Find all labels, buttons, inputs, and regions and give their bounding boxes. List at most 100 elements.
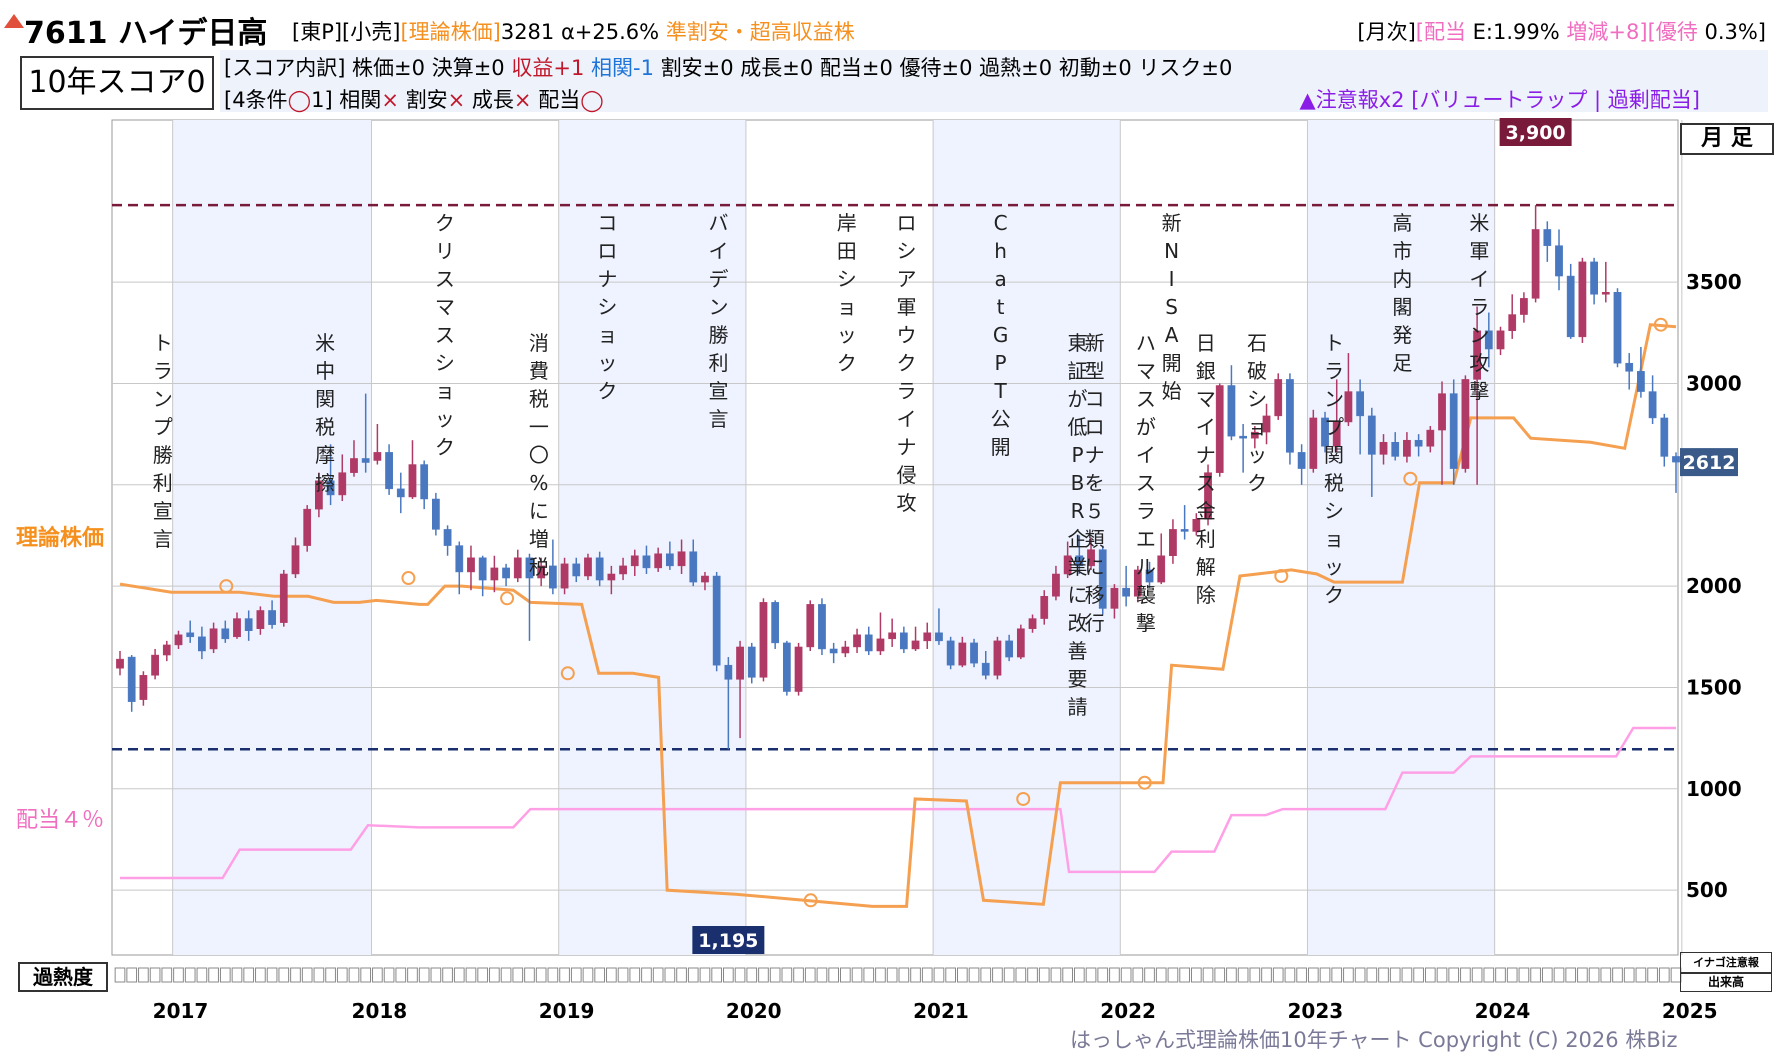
heat-cell [687, 967, 699, 983]
candle-body [1414, 439, 1423, 447]
event-char: N [1164, 239, 1179, 263]
heat-cell [184, 967, 196, 983]
event-char: 侵 [897, 463, 917, 487]
candle [548, 539, 557, 595]
candle-body [1403, 439, 1411, 457]
candle-body [186, 632, 195, 638]
heat-cell [1623, 967, 1635, 983]
theory-marker [803, 893, 818, 908]
candle-body [513, 557, 522, 579]
candle-body [1438, 393, 1446, 431]
candle [1449, 379, 1458, 485]
candle-body [958, 642, 967, 666]
candle [1473, 306, 1481, 485]
yutai-value: 0.3%] [1704, 20, 1766, 44]
event-char: S [1165, 295, 1178, 319]
event-char: 高 [1392, 211, 1412, 235]
heat-cell [594, 967, 606, 983]
candle [1426, 426, 1435, 453]
candle [467, 545, 475, 591]
candle-body [1192, 519, 1201, 532]
candle [1169, 519, 1177, 564]
heat-cell [477, 967, 489, 983]
candle [911, 626, 920, 651]
candle-body [244, 618, 253, 631]
event-char: 軍 [897, 295, 917, 319]
candle [1052, 565, 1060, 601]
candle [174, 630, 183, 649]
candle [1063, 541, 1072, 579]
candle-body [467, 557, 475, 573]
candle [256, 606, 265, 635]
heat-cell [372, 967, 383, 983]
event-char: 要 [1068, 667, 1088, 691]
candle-body [116, 658, 124, 669]
candle [572, 557, 581, 583]
candle-body [1332, 421, 1341, 447]
heat-cell [769, 967, 781, 983]
dividend-line [120, 726, 1676, 880]
candle [513, 549, 522, 583]
candle-body [712, 575, 721, 666]
candle [186, 620, 195, 643]
candle-body [1578, 261, 1587, 338]
candle [654, 547, 663, 572]
event-char: B [1071, 471, 1085, 495]
event-char: シ [1324, 499, 1344, 523]
heat-cell [1413, 967, 1424, 983]
candle [759, 598, 768, 682]
candle [432, 492, 440, 536]
high-marker: 3,900 [1506, 122, 1566, 144]
candle-body [1227, 385, 1236, 437]
candle [1157, 533, 1166, 585]
heat-cell [1296, 967, 1307, 983]
candle-body [1063, 555, 1072, 575]
theory-marker [1016, 791, 1031, 806]
candle [326, 444, 335, 506]
y-tick-label: 3000 [1686, 371, 1742, 395]
heat-cell [243, 967, 255, 983]
candle-body [946, 640, 955, 666]
heat-cell [1284, 967, 1296, 983]
candle-body [127, 656, 136, 702]
event-char: 〇 [529, 443, 549, 467]
event-char: ク [897, 351, 917, 375]
candle [1250, 426, 1259, 449]
heat-cell [886, 967, 898, 983]
event-char: ウ [897, 323, 917, 347]
x-tick-label: 2022 [1100, 999, 1156, 1023]
candle [221, 620, 230, 643]
candle-body [630, 555, 639, 567]
event-char: ス [1196, 471, 1216, 495]
candle [162, 640, 171, 662]
candle-body [1087, 549, 1095, 567]
candle [1438, 381, 1446, 485]
candle-body [1005, 640, 1014, 658]
candle-body [1496, 330, 1505, 350]
heat-cell [1132, 967, 1144, 983]
candle-body [1028, 618, 1037, 629]
candle-body [619, 565, 627, 575]
candle [619, 557, 627, 581]
event-char: 税 [529, 555, 549, 579]
candle-body [1052, 573, 1060, 597]
heat-cell [255, 967, 266, 983]
event-char: 金 [1196, 499, 1216, 523]
candle [1098, 545, 1107, 615]
candle [771, 600, 780, 649]
candle-body [361, 458, 370, 463]
heat-cell [1331, 967, 1343, 983]
event-char: ロ [1085, 415, 1105, 439]
heat-cell [149, 967, 161, 983]
heat-cell [383, 967, 395, 983]
heat-cell [512, 967, 524, 983]
event-char: 足 [1392, 351, 1412, 375]
candle [525, 553, 534, 641]
candle-body [1122, 587, 1131, 597]
candle-body [572, 563, 581, 577]
heat-cell [734, 967, 746, 983]
